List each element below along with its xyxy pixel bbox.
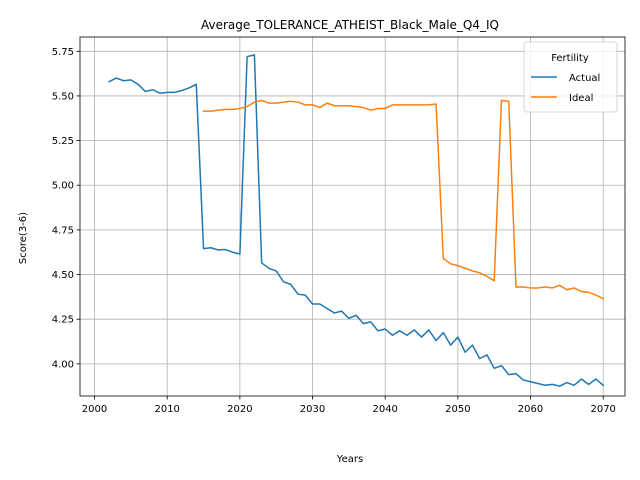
y-tick-label: 5.50 <box>52 91 74 102</box>
series-line-actual <box>108 54 605 387</box>
x-tick-label: 2000 <box>82 404 107 415</box>
axis-ticks: 2000 2010 2020 2030 2040 2050 2060 2070 4.00 4.25… <box>52 47 616 415</box>
x-tick-label: 2010 <box>154 404 179 415</box>
chart-title: Average_TOLERANCE_ATHEIST_Black_Male_Q4_… <box>201 18 499 32</box>
legend-box <box>523 41 618 113</box>
y-tick-label: 5.75 <box>52 47 74 58</box>
y-axis-label: Score(3-6) <box>18 212 29 264</box>
x-tick-label: 2050 <box>445 404 470 415</box>
legend: Fertility Actual Ideal <box>523 41 618 113</box>
x-axis-label: Years <box>336 454 363 465</box>
x-tick-label: 2030 <box>300 404 325 415</box>
legend-label-actual: Actual <box>569 73 600 84</box>
y-tick-label: 4.00 <box>52 359 74 370</box>
y-tick-label: 4.50 <box>52 270 74 281</box>
series-lines <box>108 54 605 387</box>
y-tick-label: 4.25 <box>52 315 74 326</box>
x-tick-label: 2060 <box>518 404 543 415</box>
x-tick-label: 2020 <box>227 404 252 415</box>
x-tick-label: 2070 <box>590 404 615 415</box>
plot-frame <box>79 36 626 397</box>
legend-title: Fertility <box>551 53 589 64</box>
y-tick-label: 5.25 <box>52 136 74 147</box>
grid-lines <box>80 37 625 396</box>
x-tick-label: 2040 <box>372 404 397 415</box>
series-line-ideal <box>202 99 605 300</box>
legend-label-ideal: Ideal <box>569 93 593 104</box>
y-tick-label: 5.00 <box>52 181 74 192</box>
y-tick-label: 4.75 <box>52 225 74 236</box>
